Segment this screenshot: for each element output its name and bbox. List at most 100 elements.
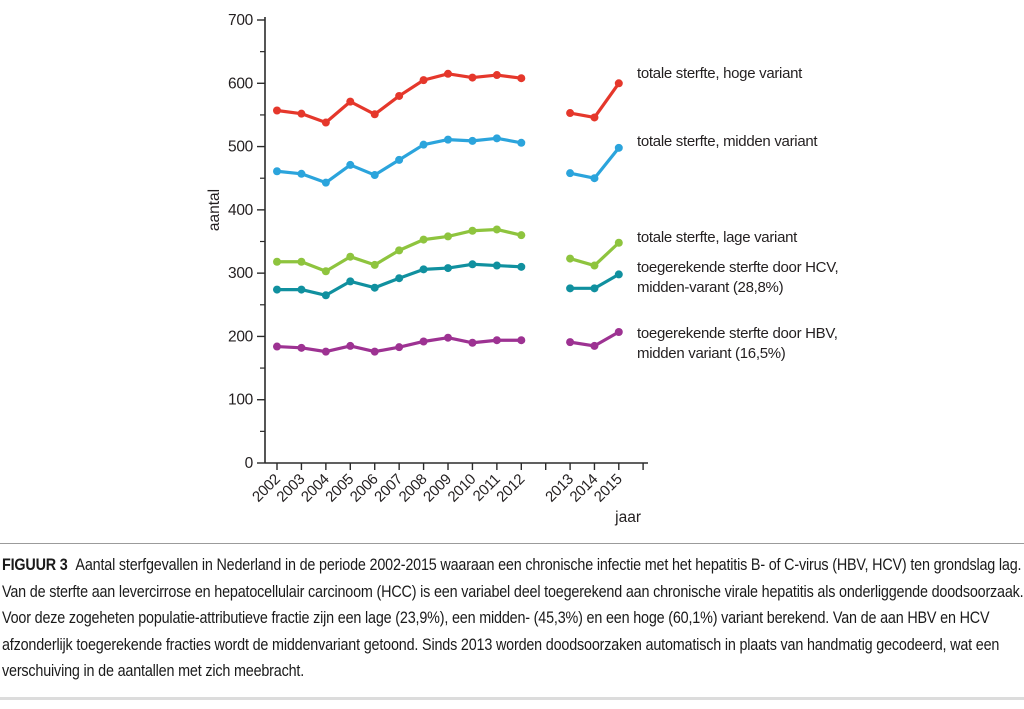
x-tick-label: 2012 [493, 471, 528, 506]
legend-label-hcv: toegerekende sterfte door HCV, [637, 259, 838, 276]
series-point-lage [590, 261, 599, 270]
y-tick-label: 600 [228, 75, 254, 92]
mortality-chart: 0100200300400500600700200220032004200520… [206, 12, 839, 526]
series-point-lage [444, 232, 453, 241]
series-point-midden [395, 155, 404, 164]
series-point-hbv [614, 327, 623, 336]
legend-label-hcv: midden-varant (28,8%) [637, 279, 784, 296]
series-point-hoge [492, 71, 501, 80]
series-point-midden [614, 143, 623, 152]
series-point-hoge [297, 109, 306, 118]
series-point-midden [590, 174, 599, 183]
series-point-midden [370, 171, 379, 180]
series-point-hcv [468, 260, 477, 269]
series-point-lage [468, 226, 477, 235]
series-point-hcv [370, 283, 379, 292]
series-point-lage [346, 252, 355, 261]
caption-line: Van de sterfte aan levercirrose en hepat… [2, 579, 1024, 606]
series-point-midden [517, 138, 526, 147]
series-point-hcv [346, 277, 355, 286]
series-point-lage [370, 260, 379, 269]
series-line-hoge [568, 81, 621, 120]
figure-caption: FIGUUR 3 Aantal sterfgevallen in Nederlan… [2, 552, 1024, 685]
bottom-divider [0, 697, 1024, 700]
y-tick-label: 700 [228, 12, 254, 29]
series-point-midden [297, 169, 306, 178]
series-point-hoge [444, 69, 453, 78]
y-tick-label: 0 [245, 455, 254, 472]
series-point-hcv [419, 265, 428, 274]
legend-label-hbv: midden variant (16,5%) [637, 345, 786, 362]
series-point-hbv [590, 341, 599, 350]
caption-text: Van de sterfte aan levercirrose en hepat… [2, 582, 1024, 601]
series-point-midden [444, 135, 453, 144]
y-tick-label: 200 [228, 328, 254, 345]
series-point-hbv [395, 343, 404, 352]
caption-text: afzonderlijk toegerekende fracties wordt… [2, 635, 1000, 654]
caption-line: verschuiving in de aantallen met zich me… [2, 658, 1024, 685]
series-point-hoge [590, 113, 599, 122]
series-point-hoge [346, 97, 355, 106]
series-point-lage [273, 257, 281, 266]
caption-line: Voor deze zogeheten populatie-attributie… [2, 605, 1024, 632]
series-point-lage [395, 246, 404, 255]
series-point-lage [297, 257, 306, 266]
series-point-hcv [492, 261, 501, 270]
series-point-hoge [419, 76, 428, 85]
series-point-hbv [492, 336, 501, 345]
series-point-hbv [468, 338, 477, 347]
series-point-hoge [614, 79, 623, 88]
caption-line: FIGUUR 3 Aantal sterfgevallen in Nederlan… [2, 552, 1024, 579]
y-tick-label: 400 [228, 202, 254, 219]
series-point-hoge [370, 110, 379, 119]
series-point-hoge [395, 91, 404, 100]
series-point-midden [419, 140, 428, 149]
caption-text: Voor deze zogeheten populatie-attributie… [2, 609, 990, 627]
caption-top-divider [0, 543, 1024, 544]
series-point-hbv [444, 333, 453, 342]
series-point-lage [614, 238, 623, 247]
series-line-midden [568, 146, 621, 180]
legend-label-hoge: totale sterfte, hoge variant [637, 65, 803, 82]
series-point-hoge [517, 74, 526, 83]
y-tick-label: 100 [228, 392, 254, 409]
series-point-hbv [370, 347, 379, 356]
series-point-hcv [517, 262, 526, 271]
series-point-hcv [297, 285, 306, 294]
series-point-hcv [444, 264, 453, 273]
series-point-midden [273, 167, 281, 176]
series-point-hcv [566, 284, 575, 293]
legend-label-lage: totale sterfte, lage variant [637, 229, 798, 246]
series-point-hoge [468, 73, 477, 82]
series-point-hbv [297, 343, 306, 352]
series-point-hbv [566, 338, 575, 347]
figure-label: FIGUUR 3 [2, 556, 68, 574]
y-axis-title: aantal [206, 189, 223, 231]
series-point-midden [468, 136, 477, 145]
series-point-midden [321, 178, 330, 187]
series-point-hcv [590, 284, 599, 293]
y-tick-label: 300 [228, 265, 254, 282]
series-point-hoge [566, 109, 575, 118]
series-point-hbv [321, 347, 330, 356]
series-point-lage [321, 267, 330, 276]
series-point-midden [566, 169, 575, 178]
series-point-hbv [346, 341, 355, 350]
series-point-hbv [517, 336, 526, 345]
caption-text: verschuiving in de aantallen met zich me… [2, 662, 305, 680]
series-point-hcv [273, 285, 281, 294]
series-point-hcv [395, 274, 404, 283]
legend-label-midden: totale sterfte, midden variant [637, 133, 818, 150]
series-point-hcv [321, 291, 330, 300]
series-point-hbv [273, 342, 281, 351]
series-point-lage [492, 225, 501, 234]
x-tick-label: 2015 [591, 471, 626, 506]
series-point-hbv [419, 337, 428, 346]
y-tick-label: 500 [228, 139, 254, 156]
series-point-midden [492, 134, 501, 143]
series-point-lage [419, 235, 428, 244]
series-point-hoge [273, 106, 281, 115]
x-axis-title: jaar [614, 509, 641, 526]
caption-line: afzonderlijk toegerekende fracties wordt… [2, 632, 1024, 659]
